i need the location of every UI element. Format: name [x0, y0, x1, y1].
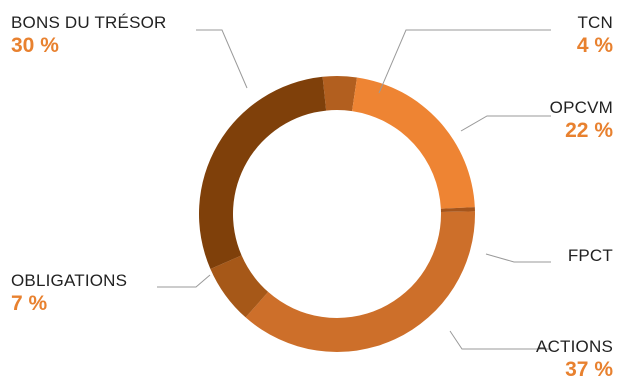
slice-name: OBLIGATIONS	[11, 271, 128, 290]
label-tcn: TCN 4 %	[577, 14, 613, 56]
donut-slice-opcvm	[352, 77, 475, 209]
donut-slice-bons-du-tr-sor	[199, 76, 327, 269]
label-bons-du-tresor: BONS DU TRÉSOR 30 %	[11, 14, 167, 56]
leader-line	[485, 253, 551, 263]
slice-value: 22 %	[565, 119, 613, 142]
leader-line	[449, 330, 551, 350]
leader-line	[378, 29, 551, 94]
slice-name: FPCT	[567, 246, 613, 265]
leader-line	[460, 115, 551, 132]
slice-value: 4 %	[576, 34, 613, 57]
slice-name: OPCVM	[549, 98, 613, 117]
donut-slice-obligations	[210, 255, 269, 318]
leader-lines	[157, 29, 551, 350]
slice-name: ACTIONS	[536, 337, 613, 356]
donut-slice-tcn	[322, 75, 357, 112]
label-opcvm: OPCVM 22 %	[550, 99, 613, 141]
label-actions: ACTIONS 37 %	[536, 338, 613, 380]
slice-name: TCN	[577, 13, 613, 32]
label-fpct: FPCT	[568, 247, 613, 264]
donut-slices	[199, 75, 476, 352]
slice-value: 37 %	[565, 358, 613, 381]
leader-line	[196, 29, 248, 89]
leader-line	[157, 274, 211, 288]
slice-value: 7 %	[11, 292, 48, 315]
donut-slice-fpct	[440, 207, 475, 213]
slice-value: 30 %	[11, 34, 59, 57]
slice-name: BONS DU TRÉSOR	[11, 13, 167, 32]
label-obligations: OBLIGATIONS 7 %	[11, 272, 127, 314]
donut-slice-actions	[245, 211, 476, 352]
